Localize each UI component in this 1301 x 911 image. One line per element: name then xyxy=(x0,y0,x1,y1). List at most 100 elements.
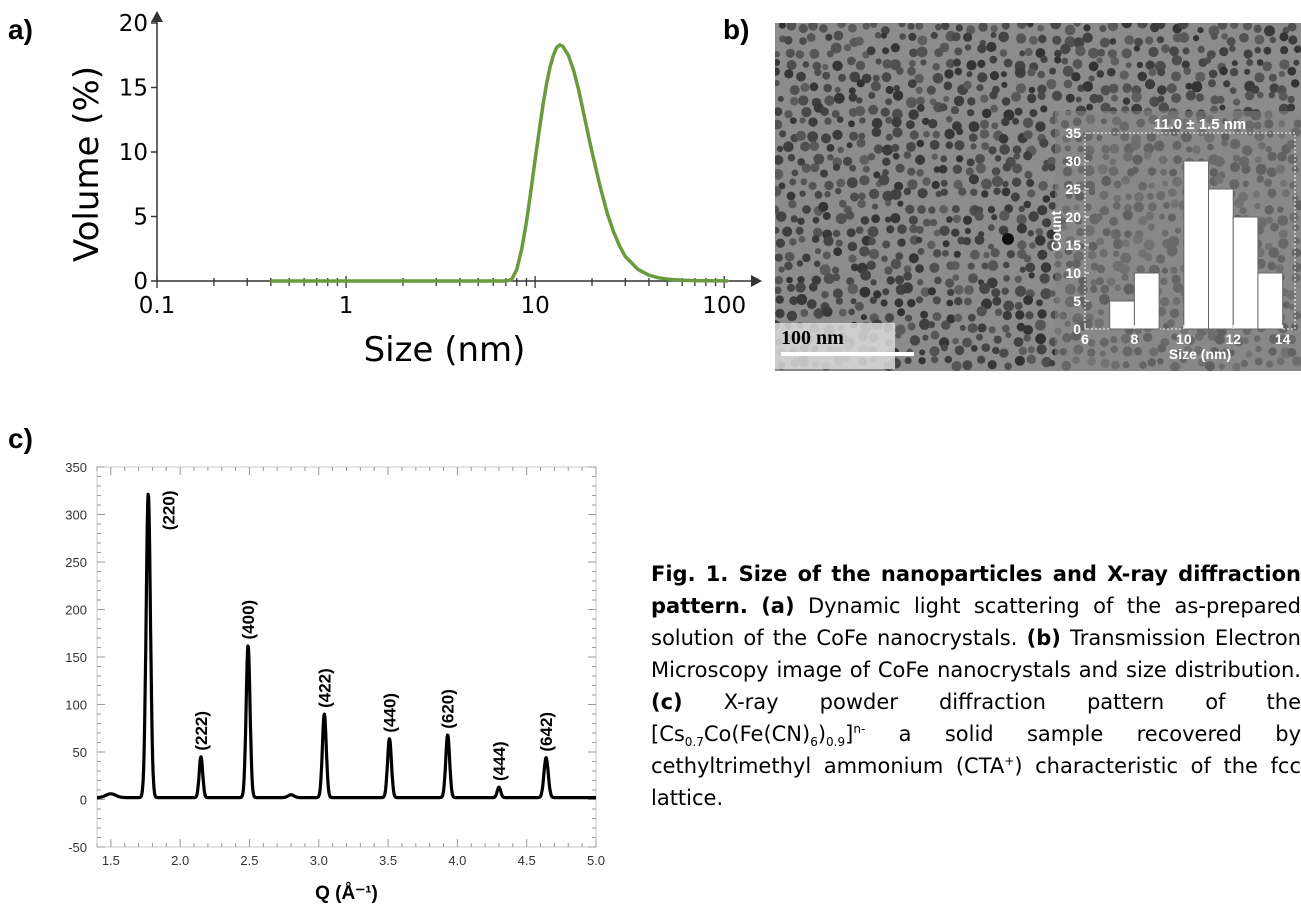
nanoparticle xyxy=(1011,177,1022,187)
nanoparticle xyxy=(907,66,916,76)
peak-label: (444) xyxy=(490,741,509,781)
nanoparticle xyxy=(1072,59,1083,69)
nanoparticle xyxy=(894,298,904,308)
nanoparticle xyxy=(1107,67,1116,77)
dls-data-point xyxy=(492,280,494,282)
nanoparticle xyxy=(967,97,976,106)
nanoparticle xyxy=(992,296,1002,306)
nanoparticle xyxy=(1036,344,1047,355)
dls-data-point xyxy=(435,280,438,282)
nanoparticle xyxy=(1028,272,1035,279)
nanoparticle xyxy=(789,296,799,306)
caption-tag-a: (a) xyxy=(761,594,795,618)
nanoparticle xyxy=(885,116,893,124)
nanoparticle xyxy=(1287,95,1295,104)
nanoparticle xyxy=(813,308,824,319)
nanoparticle xyxy=(1000,71,1007,78)
nanoparticle xyxy=(1035,228,1044,236)
dls-data-point xyxy=(542,104,544,107)
nanoparticle xyxy=(918,357,926,365)
inset-y-tick-label: 10 xyxy=(1065,265,1081,281)
dls-data-point xyxy=(510,278,513,281)
nanoparticle xyxy=(1037,70,1046,79)
nanoparticle xyxy=(1096,57,1103,64)
nanoparticle xyxy=(878,174,890,186)
nanoparticle xyxy=(775,107,783,116)
dls-data-point xyxy=(666,278,669,280)
nanoparticle xyxy=(978,23,988,32)
nanoparticle xyxy=(1083,24,1091,32)
nanoparticle xyxy=(1229,68,1239,77)
formula-sub: 0.9 xyxy=(826,735,846,750)
nanoparticle xyxy=(1279,32,1289,42)
nanoparticle xyxy=(837,146,844,154)
nanoparticle xyxy=(824,191,831,198)
dls-data-point xyxy=(534,158,536,161)
panel-label-c: c) xyxy=(8,423,33,454)
nanoparticle xyxy=(1017,23,1027,29)
nanoparticle xyxy=(908,253,919,264)
nanoparticle xyxy=(909,335,921,346)
nanoparticle xyxy=(939,103,948,112)
nanoparticle xyxy=(992,346,1000,355)
nanoparticle xyxy=(1278,91,1288,101)
nanoparticle xyxy=(885,216,892,223)
nanoparticle xyxy=(1024,170,1033,179)
nanoparticle xyxy=(1048,360,1056,367)
dls-data-point xyxy=(599,184,601,187)
nanoparticle xyxy=(869,296,877,304)
nanoparticle xyxy=(987,360,997,370)
nanoparticle xyxy=(1004,362,1012,371)
nanoparticle xyxy=(784,251,795,262)
nanoparticle xyxy=(848,120,855,128)
nanoparticle xyxy=(1137,71,1148,82)
nanoparticle xyxy=(1166,83,1177,94)
nanoparticle xyxy=(927,240,936,250)
nanoparticle xyxy=(827,154,834,161)
nanoparticle xyxy=(897,238,906,247)
nanoparticle xyxy=(1156,36,1165,44)
nanoparticle xyxy=(963,80,972,90)
nanoparticle xyxy=(907,23,915,30)
nanoparticle xyxy=(882,59,892,69)
nanoparticle xyxy=(1293,45,1301,53)
nanoparticle xyxy=(809,82,819,92)
dls-data-point xyxy=(591,151,593,153)
nanoparticle xyxy=(1040,262,1052,273)
nanoparticle xyxy=(928,119,938,129)
nanoparticle xyxy=(800,178,808,186)
inset-x-tick-label: 12 xyxy=(1225,331,1241,347)
nanoparticle xyxy=(1156,23,1166,30)
x-tick-label: 1 xyxy=(339,293,354,319)
nanoparticle xyxy=(927,287,936,296)
nanoparticle xyxy=(1088,47,1099,59)
nanoparticle xyxy=(1014,67,1026,78)
nanoparticle xyxy=(868,91,876,99)
nanoparticle xyxy=(976,306,987,317)
nanoparticle xyxy=(1003,58,1013,68)
nanoparticle xyxy=(1230,23,1239,29)
nanoparticle xyxy=(1022,117,1034,128)
nanoparticle xyxy=(1208,79,1216,88)
nanoparticle xyxy=(1208,25,1220,37)
nanoparticle xyxy=(1018,346,1027,355)
nanoparticle xyxy=(919,349,926,356)
nanoparticle xyxy=(1256,59,1264,66)
inset-frame xyxy=(1084,132,1296,330)
x-tick-label: 100 xyxy=(702,293,746,319)
nanoparticle xyxy=(895,275,905,285)
dls-data-point xyxy=(637,268,639,271)
nanoparticle xyxy=(1029,242,1036,249)
nanoparticle xyxy=(944,128,955,140)
nanoparticle xyxy=(1157,95,1165,103)
nanoparticle xyxy=(898,23,906,28)
nanoparticle xyxy=(1035,121,1046,132)
y-tick-label: 10 xyxy=(119,140,148,166)
nanoparticle xyxy=(822,212,831,220)
nanoparticle xyxy=(1046,79,1057,90)
x-tick-label: 2.5 xyxy=(240,853,258,868)
nanoparticle xyxy=(1015,83,1026,94)
nanoparticle xyxy=(776,145,784,153)
nanoparticle xyxy=(1027,346,1035,354)
nanoparticle xyxy=(869,188,880,199)
